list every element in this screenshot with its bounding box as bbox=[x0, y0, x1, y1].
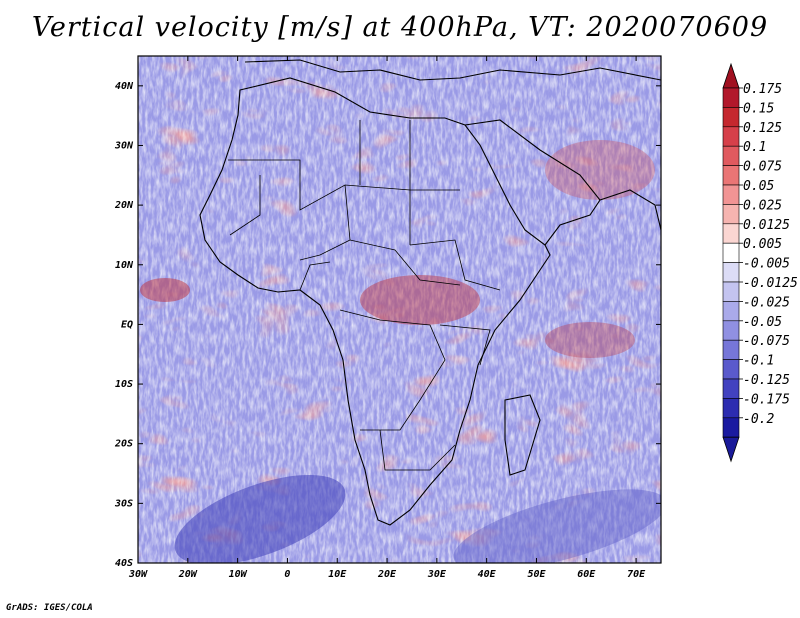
colorbar-label: -0.005 bbox=[743, 257, 790, 272]
lat-tick-label: 30S bbox=[114, 498, 133, 509]
lon-tick-label: 30E bbox=[427, 569, 447, 580]
lat-tick-label: 40N bbox=[115, 81, 134, 92]
colorbar-label: 0.0125 bbox=[743, 218, 790, 233]
colorbar-label: -0.0125 bbox=[743, 276, 798, 291]
colorbar-label: 0.1 bbox=[743, 140, 766, 155]
colorbar-label: -0.2 bbox=[743, 412, 774, 427]
colorbar: 0.175 0.15 0.125 0.1 0.075 0.05 0.025 0.0125 0.0… bbox=[722, 62, 798, 463]
footer-credit: GrADS: IGES/COLA bbox=[6, 603, 93, 613]
noise-texture bbox=[138, 56, 661, 563]
colorbar-swatch bbox=[722, 339, 740, 360]
colorbar-label: 0.125 bbox=[743, 121, 782, 136]
country-borders bbox=[228, 120, 501, 471]
lat-tick-label: 10S bbox=[115, 379, 133, 390]
lon-tick-label: 10E bbox=[328, 569, 347, 580]
map-frame bbox=[137, 55, 662, 564]
lat-tick-label: 20N bbox=[114, 200, 134, 211]
lon-tick-label: 10W bbox=[229, 569, 248, 580]
colorbar-swatch bbox=[722, 417, 740, 438]
lon-tick-label: 20E bbox=[377, 569, 397, 580]
lon-tick-label: 70E bbox=[627, 569, 646, 580]
india-coast bbox=[599, 189, 661, 231]
arabian-peninsula-coast bbox=[464, 119, 601, 246]
plot-title: Vertical velocity [m/s] at 400hPa, VT: 2… bbox=[31, 12, 769, 43]
colorbar-swatch bbox=[722, 320, 740, 341]
mediterranean-coast bbox=[244, 59, 661, 81]
lon-tick-label: 30W bbox=[128, 569, 148, 580]
colorbar-label: -0.175 bbox=[743, 392, 790, 407]
colorbar-swatch bbox=[722, 262, 740, 283]
colorbar-swatch bbox=[722, 165, 740, 186]
lat-tick-label: EQ bbox=[121, 319, 133, 330]
lat-tick-label: 40S bbox=[115, 558, 133, 569]
convection-region-atlantic bbox=[140, 278, 190, 302]
convection-region-arabian-sea bbox=[545, 140, 655, 200]
colorbar-high-arrow bbox=[722, 62, 740, 89]
colorbar-swatch bbox=[722, 145, 740, 166]
colorbar-swatch bbox=[722, 184, 740, 205]
colorbar-label: 0.025 bbox=[743, 198, 782, 213]
colorbar-swatch bbox=[722, 378, 740, 399]
colorbar-swatch bbox=[722, 223, 740, 244]
colorbar-label: 0.005 bbox=[743, 237, 782, 252]
lon-tick-label: 40E bbox=[478, 569, 497, 580]
lat-tick-label: 10N bbox=[115, 260, 134, 271]
colorbar-swatch bbox=[722, 242, 740, 263]
colorbar-swatch bbox=[722, 301, 740, 322]
colorbar-label: 0.05 bbox=[743, 179, 774, 194]
colorbar-swatch bbox=[722, 87, 740, 108]
colorbar-swatch bbox=[722, 204, 740, 225]
colorbar-low-arrow bbox=[722, 436, 740, 463]
colorbar-swatch bbox=[722, 126, 740, 147]
map-panel bbox=[138, 56, 661, 563]
convection-region-indian-ocean bbox=[545, 322, 635, 358]
subsidence-region-south-atlantic bbox=[174, 474, 346, 563]
colorbar-label: -0.05 bbox=[743, 315, 782, 330]
subsidence-region-indian-ocean bbox=[453, 489, 661, 563]
lat-tick-label: 30N bbox=[114, 140, 134, 151]
colorbar-label: -0.025 bbox=[743, 295, 790, 310]
coastlines bbox=[199, 59, 661, 526]
lon-tick-label: 0 bbox=[284, 569, 290, 580]
colorbar-label: 0.075 bbox=[743, 160, 782, 175]
colorbar-label: -0.125 bbox=[743, 373, 790, 388]
lat-tick-label: 20S bbox=[114, 439, 133, 450]
colorbar-swatch bbox=[722, 359, 740, 380]
madagascar-coast bbox=[504, 394, 541, 476]
colorbar-label: -0.1 bbox=[743, 354, 774, 369]
africa-coast bbox=[199, 77, 551, 526]
colorbar-swatch bbox=[722, 281, 740, 302]
colorbar-swatch bbox=[722, 398, 740, 419]
colorbar-label: 0.15 bbox=[743, 101, 774, 116]
lon-tick-label: 50E bbox=[527, 569, 546, 580]
colorbar-label: 0.175 bbox=[743, 82, 782, 97]
colorbar-label: -0.075 bbox=[743, 334, 790, 349]
colorbar-swatch bbox=[722, 107, 740, 128]
lon-tick-label: 20W bbox=[178, 569, 198, 580]
convection-region-central-africa bbox=[360, 275, 480, 325]
latitude-axis: 40N 30N 20N 10N EQ 10S 20S 30S 40S bbox=[114, 81, 661, 569]
longitude-axis: 30W 20W 10W 0 10E 20E 30E 40E 50E 60E 70E bbox=[128, 56, 646, 580]
lon-tick-label: 60E bbox=[577, 569, 596, 580]
